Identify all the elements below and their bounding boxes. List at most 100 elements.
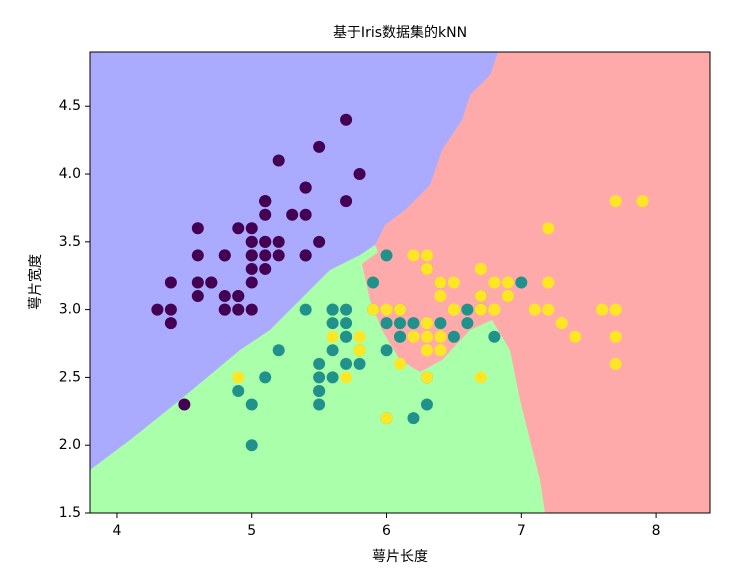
point	[474, 303, 487, 316]
point	[420, 344, 433, 357]
point	[447, 303, 460, 316]
point	[259, 371, 272, 384]
point	[380, 317, 393, 330]
point	[191, 222, 204, 235]
x-tick-label: 4	[112, 523, 121, 539]
point	[542, 276, 555, 289]
point	[407, 317, 420, 330]
point	[151, 303, 164, 316]
point	[164, 276, 177, 289]
point	[340, 113, 353, 126]
point	[447, 330, 460, 343]
point	[434, 330, 447, 343]
point	[245, 398, 258, 411]
point	[407, 249, 420, 262]
point	[191, 290, 204, 303]
point	[420, 262, 433, 275]
point	[272, 154, 285, 167]
point	[528, 303, 541, 316]
point	[245, 249, 258, 262]
point	[340, 317, 353, 330]
point	[609, 357, 622, 370]
point	[218, 249, 231, 262]
point	[326, 371, 339, 384]
point	[353, 168, 366, 181]
point	[394, 303, 406, 316]
region-blue	[90, 52, 498, 470]
point	[447, 276, 460, 289]
point	[434, 344, 447, 357]
y-tick-label: 3.0	[59, 302, 81, 318]
point	[326, 330, 339, 343]
point	[313, 398, 326, 411]
point	[313, 140, 326, 153]
point	[380, 412, 393, 425]
point	[596, 303, 609, 316]
point	[299, 181, 312, 194]
point	[380, 303, 393, 316]
point	[259, 235, 272, 248]
point	[245, 222, 258, 235]
point	[232, 371, 245, 384]
point	[340, 330, 353, 343]
point	[245, 439, 258, 452]
point	[245, 262, 258, 275]
y-tick-label: 1.5	[59, 505, 81, 521]
point	[555, 317, 568, 330]
point	[326, 344, 339, 357]
point	[434, 290, 447, 303]
point	[218, 303, 231, 316]
point	[394, 330, 406, 343]
point	[542, 222, 555, 235]
point	[299, 249, 312, 262]
point	[178, 398, 191, 411]
point	[420, 398, 433, 411]
point	[569, 330, 582, 343]
point	[313, 235, 326, 248]
point	[313, 357, 326, 370]
y-axis-label: 萼片宽度	[27, 254, 44, 310]
point	[245, 276, 258, 289]
point	[420, 317, 433, 330]
point	[474, 290, 487, 303]
point	[394, 357, 406, 370]
point	[191, 249, 204, 262]
plot-frame	[89, 51, 711, 514]
point	[501, 276, 514, 289]
point	[474, 262, 487, 275]
point	[164, 317, 177, 330]
point	[299, 303, 312, 316]
point	[420, 330, 433, 343]
point	[367, 303, 380, 316]
x-tick-label: 8	[652, 523, 661, 539]
decision-regions	[90, 52, 710, 513]
point	[609, 195, 622, 208]
x-tick-label: 7	[517, 523, 526, 539]
point	[272, 249, 285, 262]
point	[380, 344, 393, 357]
point	[164, 303, 177, 316]
point	[218, 290, 231, 303]
point	[313, 384, 326, 397]
point	[515, 276, 528, 289]
point	[609, 330, 622, 343]
point	[232, 290, 245, 303]
point	[299, 208, 312, 221]
point	[474, 371, 487, 384]
point	[609, 303, 622, 316]
point	[259, 195, 272, 208]
point	[340, 357, 353, 370]
point	[434, 276, 447, 289]
point	[232, 303, 245, 316]
point	[259, 262, 272, 275]
point	[461, 303, 474, 316]
point	[340, 303, 353, 316]
y-tick-label: 4.5	[59, 98, 81, 114]
x-tick-label: 5	[247, 523, 256, 539]
point	[326, 317, 339, 330]
y-tick-label: 4.0	[59, 166, 81, 182]
point	[340, 371, 353, 384]
point	[191, 276, 204, 289]
point	[232, 384, 245, 397]
point	[488, 330, 501, 343]
